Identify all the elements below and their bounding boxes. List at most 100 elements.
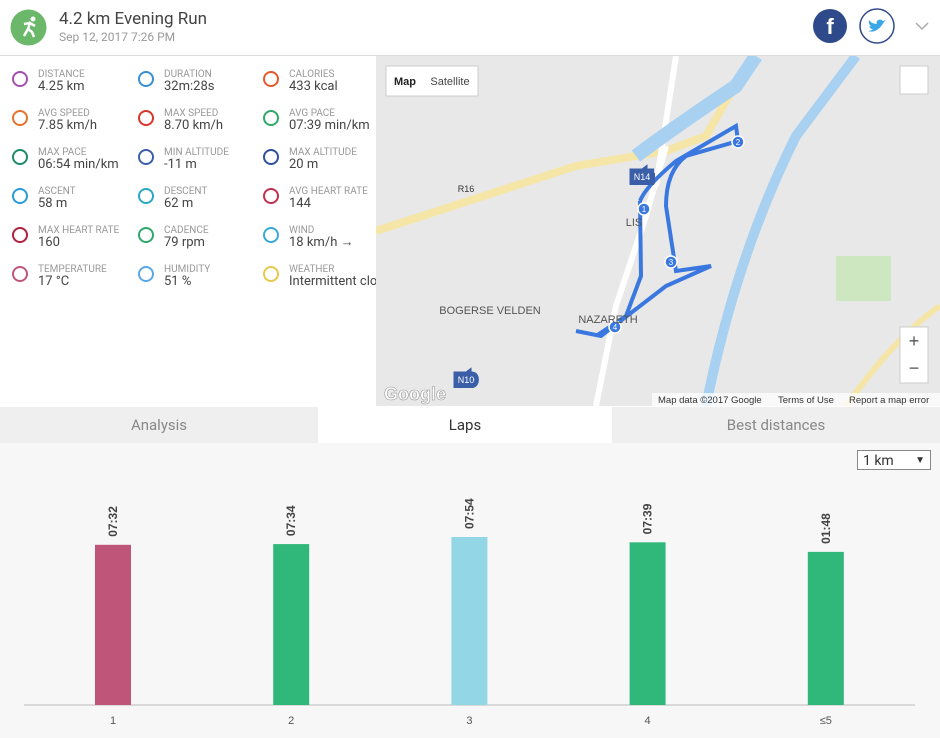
x-tick-label: 2: [288, 715, 294, 727]
bar: [273, 544, 310, 705]
zoom-out[interactable]: −: [909, 358, 920, 378]
route-marker-label: 2: [736, 138, 741, 147]
activity-icon: [10, 9, 47, 46]
stat-label: AVG SPEED: [38, 108, 90, 119]
place-label: LIS: [626, 217, 643, 229]
stat-label: DISTANCE: [38, 69, 85, 80]
place-label: NAZARETH: [578, 314, 637, 326]
road-label: R16: [458, 184, 475, 194]
stat: DURATION 32m:28s: [138, 69, 289, 94]
route-marker: [731, 135, 745, 149]
chart: 1 07:32 2 07:34 3 07:54 4 07:39 ≤5 01:48: [24, 498, 915, 727]
stat-value: 433 kcal: [289, 79, 338, 94]
stat-value: 51 %: [164, 274, 192, 289]
stat-label: ASCENT: [38, 186, 76, 197]
stat-label: CALORIES: [289, 69, 335, 80]
bar: [451, 537, 488, 705]
stat-icon: [12, 188, 28, 204]
map-button[interactable]: Map: [394, 76, 416, 88]
stat-value: Intermittent clouds: [289, 274, 399, 289]
stat-icon: [12, 266, 28, 282]
bar: [807, 551, 844, 705]
stat-icon: [263, 71, 279, 87]
date: Sep 12, 2017 7:26 PM: [59, 30, 176, 44]
zoom-in[interactable]: +: [909, 331, 920, 351]
road-label: N10: [458, 375, 475, 385]
stat: WIND 18 km/h →: [263, 225, 414, 250]
stat-icon: [263, 227, 279, 243]
stat-value: 4.25 km: [38, 79, 85, 94]
tab[interactable]: Analysis: [130, 416, 188, 434]
stat-label: TEMPERATURE: [38, 264, 107, 275]
bar: [95, 544, 131, 705]
x-tick-label: 3: [466, 715, 472, 727]
value-label: 07:32: [106, 506, 120, 537]
stat: MAX PACE 06:54 min/km: [12, 147, 163, 171]
stat: WEATHER Intermittent clouds: [263, 264, 414, 289]
stat-icon: [12, 149, 28, 165]
stat-icon: [138, 227, 154, 243]
stat-icon: [12, 110, 28, 126]
share-buttons[interactable]: f: [812, 8, 932, 46]
x-tick-label: 4: [645, 715, 651, 727]
place-label: BOGERSE VELDEN: [439, 305, 541, 317]
stat-label: CADENCE: [164, 225, 209, 236]
route-marker-label: 3: [669, 258, 674, 267]
stat: CALORIES 433 kcal: [263, 69, 414, 94]
stat-icon: [12, 227, 28, 243]
lap-distance-dropdown[interactable]: 1 km ▼: [857, 450, 931, 470]
x-tick-label: ≤5: [820, 715, 832, 727]
stat-value: 58 m: [38, 196, 68, 211]
stat: HUMIDITY 51 %: [138, 264, 289, 289]
map[interactable]: 1 2 3 4 Map Satellite BOGERSE VELDEN N14 R1…: [376, 56, 940, 406]
x-tick-label: 1: [110, 715, 116, 727]
value-label: 07:34: [284, 505, 298, 536]
stat-label: WEATHER: [289, 264, 335, 275]
map-button[interactable]: Satellite: [430, 76, 469, 88]
road-label: N14: [634, 172, 651, 182]
stat-label: AVG PACE: [289, 108, 335, 119]
svg-text:f: f: [826, 14, 834, 39]
stat-value: 160: [38, 235, 60, 250]
stat-icon: [12, 71, 28, 87]
stat-value: -11 m: [164, 157, 197, 172]
stat-value: 8.70 km/h: [164, 118, 224, 133]
tab-active[interactable]: Laps: [318, 407, 612, 443]
route-marker-label: 1: [642, 205, 647, 214]
title: 4.2 km Evening Run: [59, 9, 208, 29]
stat-icon: [263, 188, 279, 204]
stat-icon: [138, 110, 154, 126]
map-footer[interactable]: Terms of Use: [778, 395, 834, 406]
stat-label: DURATION: [164, 69, 212, 80]
stat-value: 18 km/h →: [289, 235, 354, 250]
stat-label: MAX PACE: [38, 147, 87, 158]
stat: MIN ALTITUDE -11 m: [138, 147, 289, 172]
stat: AVG PACE 07:39 min/km: [263, 108, 414, 133]
route-marker-label: 4: [613, 323, 618, 332]
stat-label: AVG HEART RATE: [289, 186, 368, 197]
tab[interactable]: Best distances: [726, 416, 826, 434]
stat: CADENCE 79 rpm: [138, 225, 289, 249]
bar: [629, 542, 666, 705]
stat-icon: [138, 149, 154, 165]
stat-value: 144: [289, 196, 311, 211]
stat-icon: [263, 149, 279, 165]
tabs: Analysis Laps Best distances: [0, 407, 940, 443]
stats-panel: DISTANCE 4.25 km DURATION 32m:28s CALORIES 43…: [0, 56, 398, 406]
stat-label: DESCENT: [164, 186, 208, 197]
stat-label: MIN ALTITUDE: [164, 147, 229, 158]
stat-value: 32m:28s: [164, 79, 215, 94]
map-footer[interactable]: Report a map error: [849, 395, 929, 406]
stat-value: 20 m: [289, 157, 319, 172]
stat: DESCENT 62 m: [138, 186, 289, 210]
stat-label: HUMIDITY: [164, 264, 211, 275]
route-marker: [664, 255, 678, 269]
map-footer: Map data ©2017 Google: [658, 395, 762, 406]
route-marker: [608, 320, 622, 334]
stat: MAX HEART RATE 160: [12, 225, 163, 250]
stat-icon: [138, 71, 154, 87]
stat: ASCENT 58 m: [12, 186, 163, 211]
stat: DISTANCE 4.25 km: [12, 69, 163, 94]
stat-value: 07:39 min/km: [289, 118, 370, 133]
